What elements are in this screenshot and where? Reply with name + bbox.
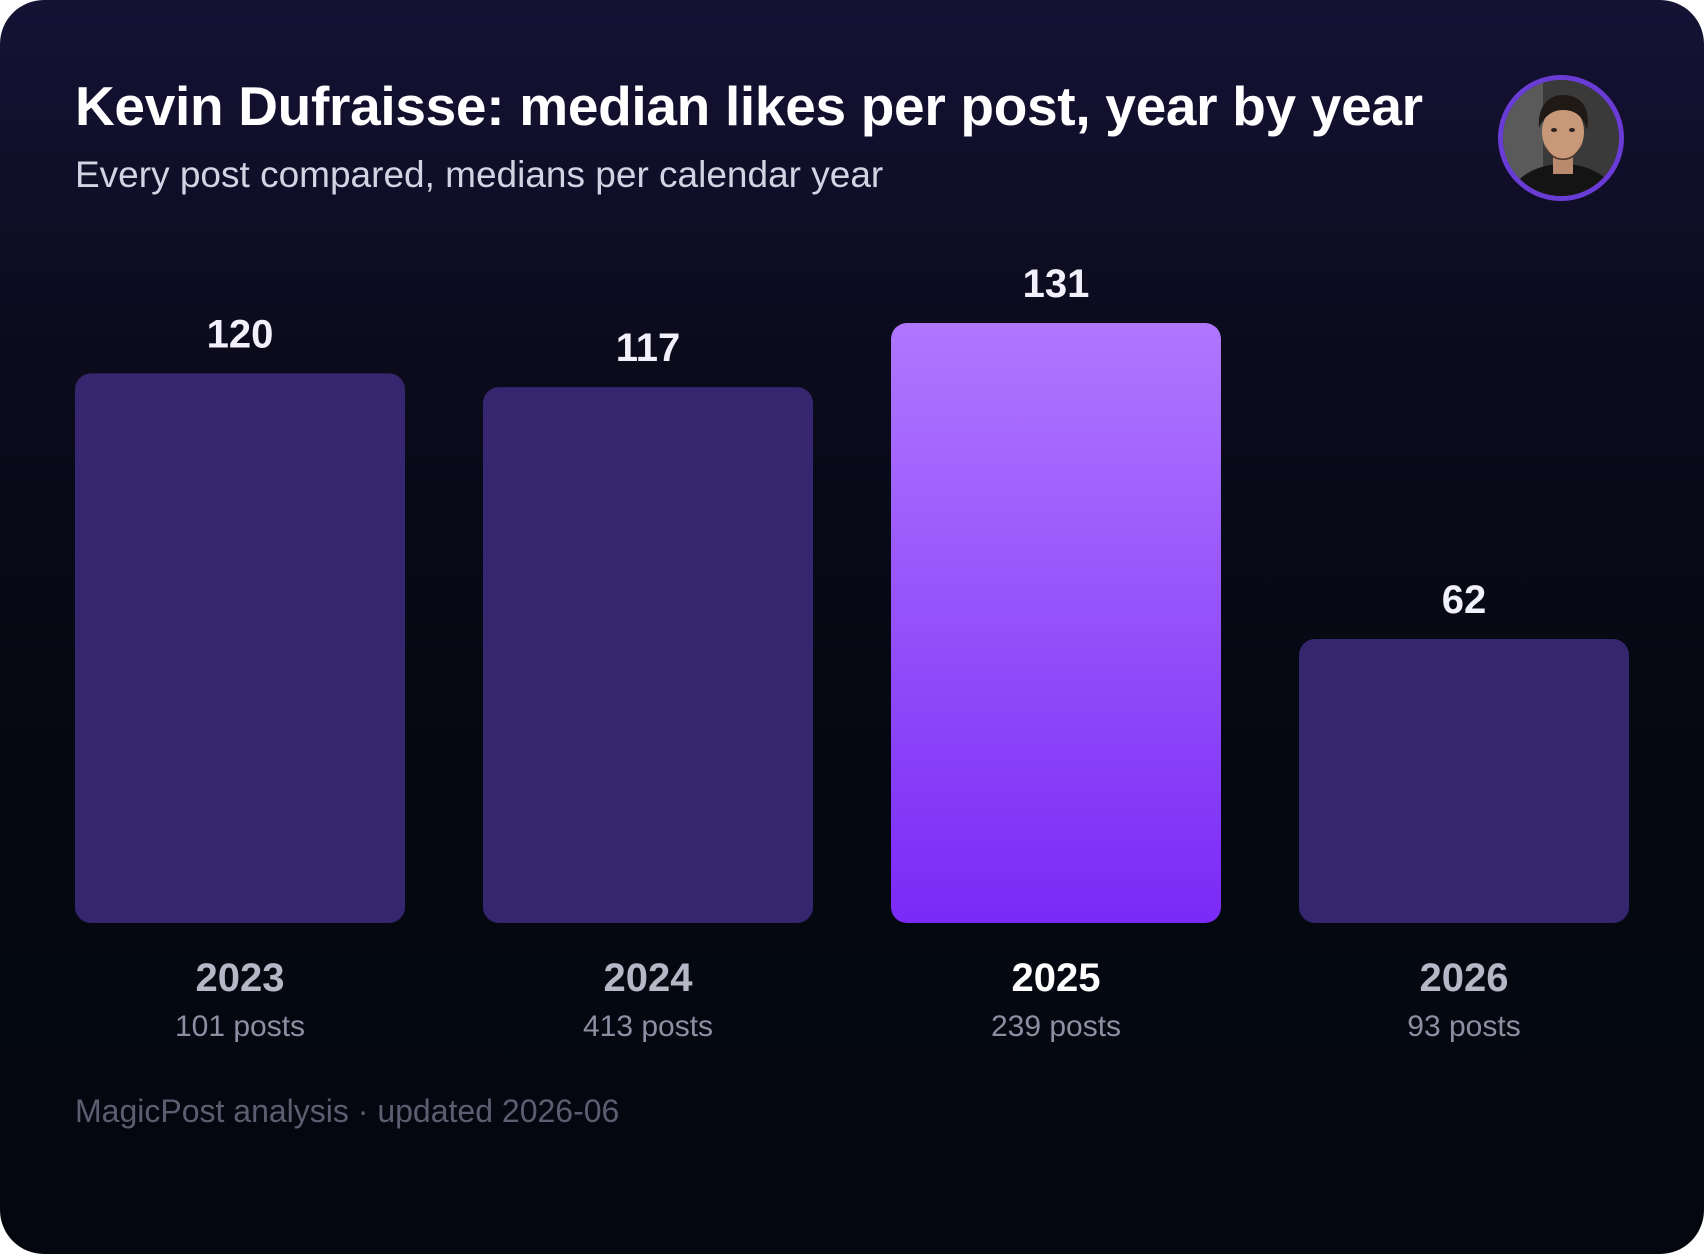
bar-value-label: 117 — [616, 326, 681, 370]
bar-2024 — [483, 387, 813, 923]
post-count-label: 239 posts — [991, 1010, 1121, 1043]
chart-subtitle: Every post compared, medians per calenda… — [75, 154, 884, 195]
bar-value-label: 62 — [1442, 578, 1487, 622]
bar-2023 — [75, 373, 405, 923]
year-tick-label: 2026 — [1420, 956, 1509, 1000]
post-count-label: 93 posts — [1407, 1010, 1520, 1043]
year-tick-label: 2024 — [604, 956, 694, 1000]
avatar — [1498, 75, 1624, 201]
year-tick-label: 2025 — [1012, 956, 1101, 1000]
bar-value-label: 120 — [207, 312, 274, 356]
chart-title: Kevin Dufraisse: median likes per post, … — [75, 75, 1423, 137]
year-tick-label: 2023 — [196, 956, 285, 1000]
footer-note: MagicPost analysis · updated 2026-06 — [75, 1093, 620, 1129]
bar-2026 — [1299, 639, 1629, 923]
post-count-label: 101 posts — [175, 1010, 305, 1043]
bar-2025 — [891, 323, 1221, 923]
bar-value-label: 131 — [1023, 262, 1090, 306]
post-count-label: 413 posts — [583, 1010, 713, 1043]
